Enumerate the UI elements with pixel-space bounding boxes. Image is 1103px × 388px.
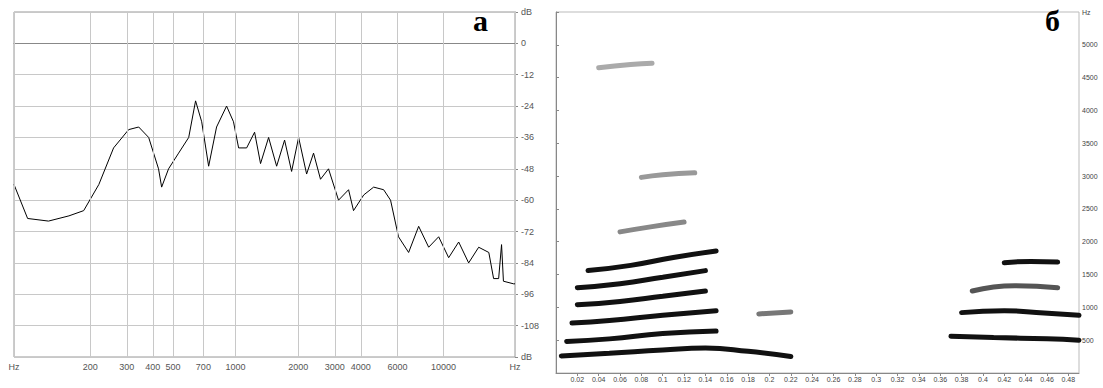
svg-text:-12: -12 <box>521 70 534 80</box>
svg-text:5000: 5000 <box>1082 41 1098 48</box>
svg-text:0.24: 0.24 <box>805 376 819 383</box>
svg-text:500: 500 <box>1082 337 1094 344</box>
svg-text:-84: -84 <box>521 258 534 268</box>
svg-text:-108: -108 <box>521 321 539 331</box>
svg-text:700: 700 <box>196 362 211 372</box>
svg-text:-48: -48 <box>521 164 534 174</box>
svg-text:0: 0 <box>521 38 526 48</box>
svg-text:0.38: 0.38 <box>955 376 969 383</box>
svg-text:а: а <box>473 4 488 37</box>
svg-text:2000: 2000 <box>1082 238 1098 245</box>
svg-text:-60: -60 <box>521 195 534 205</box>
svg-text:6000: 6000 <box>387 362 407 372</box>
svg-text:0.18: 0.18 <box>741 376 755 383</box>
svg-text:Hz: Hz <box>9 362 20 372</box>
svg-text:0.1: 0.1 <box>658 376 668 383</box>
svg-text:0.04: 0.04 <box>592 376 606 383</box>
svg-text:0.2: 0.2 <box>765 376 775 383</box>
svg-text:Hz: Hz <box>1082 9 1091 16</box>
svg-text:0.4: 0.4 <box>978 376 988 383</box>
svg-text:б: б <box>1045 4 1060 37</box>
svg-text:-96: -96 <box>521 289 534 299</box>
svg-text:0.32: 0.32 <box>891 376 905 383</box>
svg-text:0.14: 0.14 <box>699 376 713 383</box>
svg-text:0.44: 0.44 <box>1019 376 1033 383</box>
svg-text:0.36: 0.36 <box>933 376 947 383</box>
svg-text:0.08: 0.08 <box>635 376 649 383</box>
svg-text:10000: 10000 <box>431 362 456 372</box>
svg-text:dB: dB <box>521 7 532 17</box>
svg-text:2500: 2500 <box>1082 205 1098 212</box>
svg-text:0.12: 0.12 <box>677 376 691 383</box>
svg-text:-36: -36 <box>521 132 534 142</box>
svg-text:2000: 2000 <box>288 362 308 372</box>
svg-text:1500: 1500 <box>1082 271 1098 278</box>
svg-text:0.28: 0.28 <box>848 376 862 383</box>
svg-text:dB: dB <box>521 352 532 362</box>
svg-text:500: 500 <box>165 362 180 372</box>
svg-text:4500: 4500 <box>1082 74 1098 81</box>
svg-text:0.26: 0.26 <box>827 376 841 383</box>
svg-text:Hz: Hz <box>510 362 521 372</box>
svg-text:0.48: 0.48 <box>1062 376 1076 383</box>
svg-text:1000: 1000 <box>226 362 246 372</box>
svg-text:400: 400 <box>145 362 160 372</box>
svg-text:300: 300 <box>119 362 134 372</box>
svg-text:0.46: 0.46 <box>1040 376 1054 383</box>
svg-text:4000: 4000 <box>1082 107 1098 114</box>
svg-text:0.34: 0.34 <box>912 376 926 383</box>
svg-text:0.06: 0.06 <box>613 376 627 383</box>
svg-text:3000: 3000 <box>325 362 345 372</box>
svg-text:4000: 4000 <box>351 362 371 372</box>
svg-text:3000: 3000 <box>1082 173 1098 180</box>
svg-text:0.3: 0.3 <box>871 376 881 383</box>
svg-text:3500: 3500 <box>1082 140 1098 147</box>
svg-text:0.16: 0.16 <box>720 376 734 383</box>
svg-text:0.02: 0.02 <box>571 376 585 383</box>
svg-text:0.42: 0.42 <box>997 376 1011 383</box>
svg-text:200: 200 <box>83 362 98 372</box>
svg-text:0.22: 0.22 <box>784 376 798 383</box>
svg-text:1000: 1000 <box>1082 304 1098 311</box>
svg-text:-24: -24 <box>521 101 534 111</box>
svg-text:-72: -72 <box>521 227 534 237</box>
